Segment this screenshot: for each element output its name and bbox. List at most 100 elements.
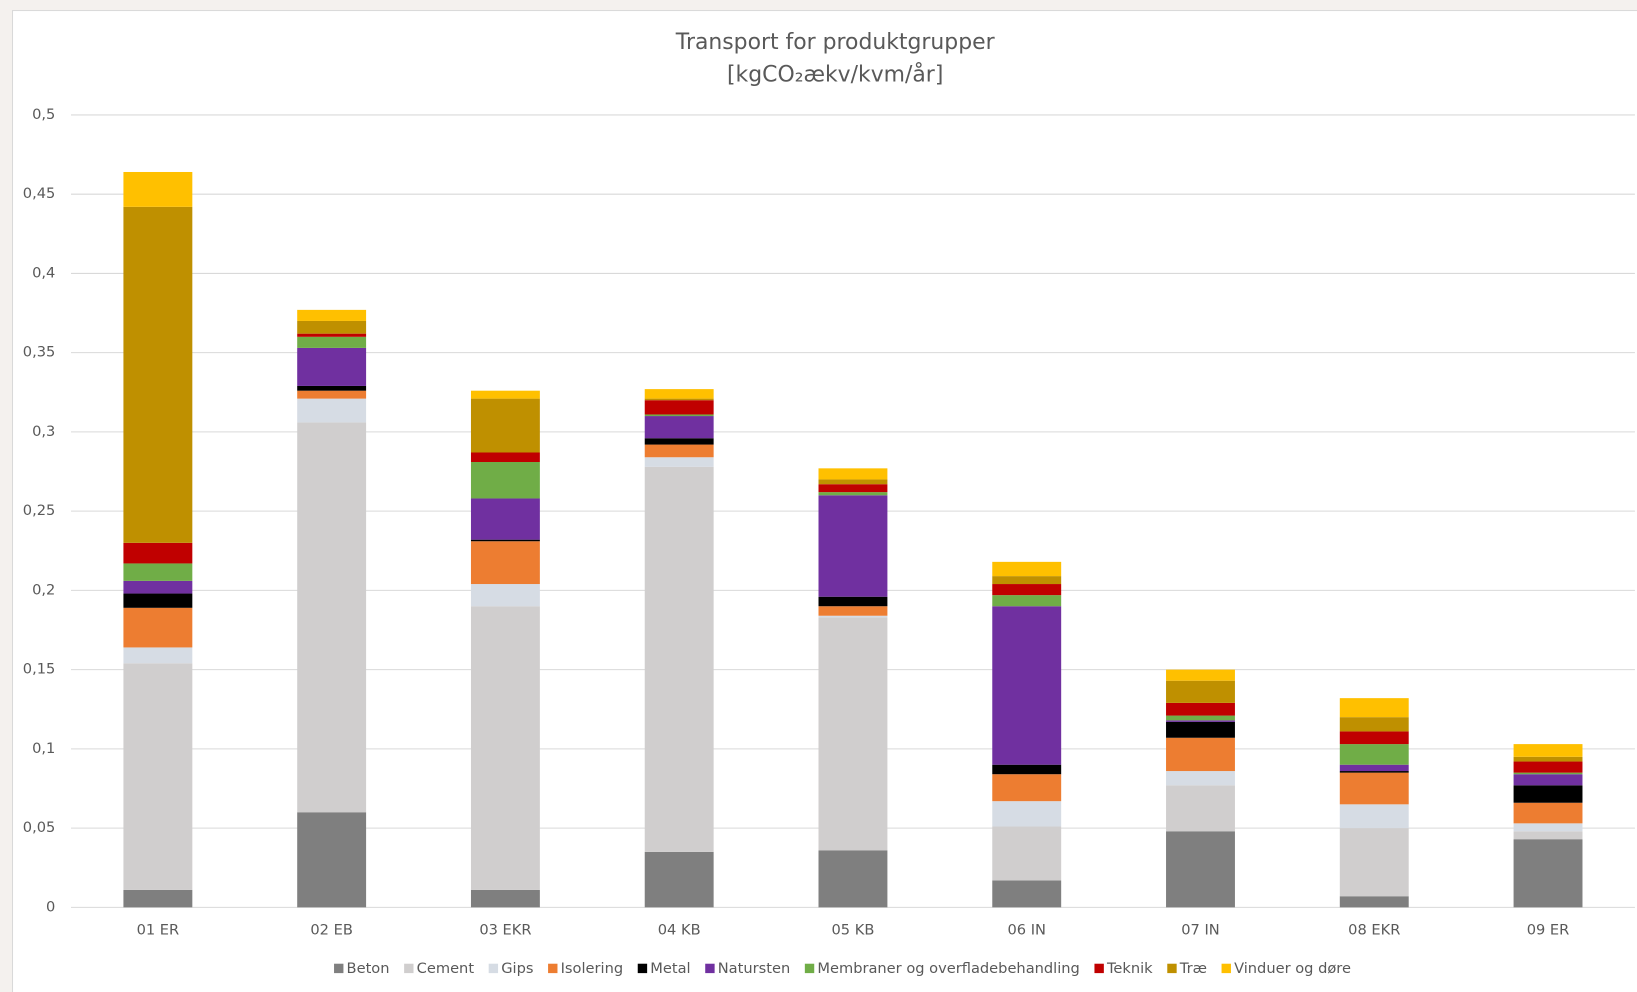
y-tick-label: 0,35 [23, 344, 56, 361]
bar-segment [992, 561, 1062, 577]
y-tick-label: 0,45 [23, 185, 56, 202]
legend-swatch [637, 963, 648, 974]
legend-swatch [334, 963, 344, 974]
bar-segment [818, 850, 888, 908]
bar-segment [297, 347, 367, 386]
bar-segment [297, 398, 367, 423]
bar-segment [123, 542, 193, 564]
bar-segment [123, 580, 193, 594]
bar-segment [470, 541, 540, 585]
bar-segment [1339, 804, 1409, 829]
bar-segment [818, 479, 888, 485]
bar-segment [297, 333, 367, 337]
y-tick-label: 0,4 [32, 264, 55, 281]
y-tick-label: 0 [46, 898, 55, 915]
legend-swatch [488, 963, 499, 974]
bar-segment [1166, 669, 1235, 681]
bar-segment [818, 495, 888, 597]
y-tick-label: 0,25 [23, 502, 56, 519]
bar-segment [818, 615, 888, 618]
bar-segment [992, 606, 1062, 765]
bar-segment [470, 390, 540, 399]
legend-label: Vinduer og døre [1234, 960, 1351, 977]
bar-segment [992, 880, 1062, 908]
bar-segment [297, 385, 367, 391]
bar-segment [1166, 715, 1235, 721]
x-tick-label: 01 ER [137, 921, 180, 938]
bar-segment [1513, 761, 1583, 773]
legend-label: Teknik [1106, 960, 1153, 977]
bar-segment [992, 584, 1062, 596]
chart-title: Transport for produktgrupper [675, 30, 995, 55]
legend-label: Gips [501, 960, 533, 977]
bar-segment [1339, 764, 1409, 772]
bar-segment [123, 563, 193, 581]
bar-segment [1166, 737, 1235, 772]
legend-label: Membraner og overfladebehandling [817, 960, 1079, 977]
bar-segment [297, 390, 367, 399]
bar-segment [1339, 731, 1409, 745]
y-tick-label: 0,15 [23, 661, 56, 678]
bar-segment [1166, 680, 1235, 703]
y-tick-label: 0,05 [23, 819, 56, 836]
bar-segment [992, 826, 1062, 881]
bar-segment [1513, 774, 1583, 786]
bar-segment [297, 422, 367, 813]
x-tick-label: 09 ER [1527, 921, 1570, 938]
bar-segment [1166, 785, 1235, 832]
x-tick-label: 08 EKR [1348, 921, 1400, 938]
legend-swatch [404, 963, 414, 974]
bar-segment [992, 576, 1062, 585]
bar-segment [1339, 698, 1409, 718]
y-tick-label: 0,2 [32, 581, 55, 598]
bar-segment [470, 584, 540, 607]
bar-segment [644, 457, 714, 467]
bar-segment [644, 466, 714, 852]
bar-segment [1513, 823, 1583, 832]
bar-segment [297, 309, 367, 321]
x-tick-label: 06 IN [1007, 921, 1045, 938]
bar-segment [297, 336, 367, 348]
bar-segment [123, 889, 193, 908]
bar-segment [123, 647, 193, 664]
legend-label: Metal [650, 960, 690, 977]
bar-segment [1339, 771, 1409, 773]
bar-segment [123, 593, 193, 608]
legend: Beton Cement Gips Isolering Metal Natursten Me… [334, 960, 1351, 977]
bar-segment [1166, 720, 1235, 722]
bar-segment [992, 801, 1062, 827]
bar-segment [818, 596, 888, 607]
bar-segment [644, 389, 714, 399]
bar-segment [1339, 744, 1409, 765]
bar-segment [470, 539, 540, 542]
bar-segment [1166, 721, 1235, 738]
legend-swatch [1167, 963, 1177, 974]
bar-segment [470, 606, 540, 890]
y-tick-label: 0,3 [32, 423, 55, 440]
bar-segment [1513, 839, 1583, 908]
legend-swatch [1094, 963, 1104, 974]
bar-segment [297, 320, 367, 334]
bar-segment [818, 468, 888, 480]
legend-label: Natursten [718, 960, 790, 977]
bar-segment [644, 444, 714, 458]
legend-swatch [705, 963, 715, 974]
bar-segment [818, 492, 888, 496]
bar-segment [818, 484, 888, 493]
bar-segment [1166, 771, 1235, 786]
bar-segment [992, 764, 1062, 775]
bar-segment [1513, 831, 1583, 840]
bar-segment [1339, 772, 1409, 805]
bar-segment [1513, 756, 1583, 762]
x-tick-label: 07 IN [1181, 921, 1219, 938]
legend-swatch [548, 963, 558, 974]
bar-segment [1339, 828, 1409, 897]
bar-segment [1166, 702, 1235, 716]
bar-segment [297, 812, 367, 908]
legend-swatch [1221, 963, 1231, 974]
bar-segment [644, 414, 714, 417]
legend-label: Isolering [561, 960, 624, 977]
x-tick-label: 04 KB [658, 921, 701, 938]
bar-segment [470, 889, 540, 908]
